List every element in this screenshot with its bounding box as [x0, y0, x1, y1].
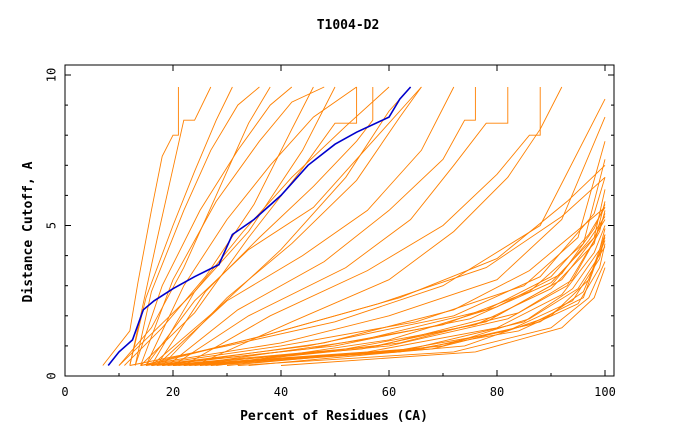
model-curve-37: [194, 213, 606, 366]
x-axis-ticks: 0 20 40 60 80 100: [61, 65, 616, 399]
model-curve-39: [205, 210, 606, 366]
x-tick-label-80: 80: [490, 385, 504, 399]
plot-frame: [64, 64, 615, 377]
x-tick-label-100: 100: [594, 385, 616, 399]
highlighted-model-curve: [107, 86, 412, 366]
x-tick-label-20: 20: [166, 385, 180, 399]
model-curve-13: [172, 87, 509, 366]
x-tick-label-0: 0: [61, 385, 68, 399]
model-curve-12: [167, 87, 476, 366]
model-curve-10: [145, 86, 422, 366]
model-curve-42: [226, 246, 606, 366]
model-curve-20: [118, 86, 271, 366]
y-tick-label-5: 5: [45, 222, 59, 229]
highlight-layer: [107, 86, 412, 366]
model-curve-46: [145, 164, 606, 366]
y-tick-label-10: 10: [45, 68, 59, 82]
series-layer: [102, 86, 606, 366]
model-curve-11: [156, 86, 455, 366]
x-axis-label: Percent of Residues (CA): [240, 409, 428, 424]
model-curve-4: [134, 86, 260, 366]
model-curve-16: [118, 86, 336, 366]
model-curve-21: [140, 87, 358, 366]
model-curve-47: [280, 267, 606, 366]
model-curve-24: [145, 141, 606, 366]
model-curve-15: [194, 86, 563, 366]
model-curve-23: [140, 116, 606, 366]
model-curve-44: [248, 234, 606, 366]
y-axis-ticks: 0 5 10: [45, 68, 614, 380]
model-curve-18: [161, 86, 422, 366]
model-curve-9: [156, 87, 374, 366]
model-curve-8: [151, 86, 390, 366]
model-curve-1: [102, 87, 179, 366]
model-curve-14: [183, 87, 541, 366]
x-tick-label-60: 60: [382, 385, 396, 399]
x-tick-label-40: 40: [274, 385, 288, 399]
model-curve-43: [237, 261, 606, 366]
y-tick-label-0: 0: [45, 372, 59, 379]
model-curve-35: [183, 207, 606, 366]
model-curve-41: [216, 204, 606, 366]
model-curve-6: [140, 86, 325, 366]
model-curve-7: [145, 86, 357, 366]
model-curve-19: [151, 86, 411, 366]
y-axis-label: Distance Cutoff, A: [21, 161, 36, 302]
model-curve-29: [162, 207, 606, 366]
chart-title: T1004-D2: [317, 18, 380, 33]
